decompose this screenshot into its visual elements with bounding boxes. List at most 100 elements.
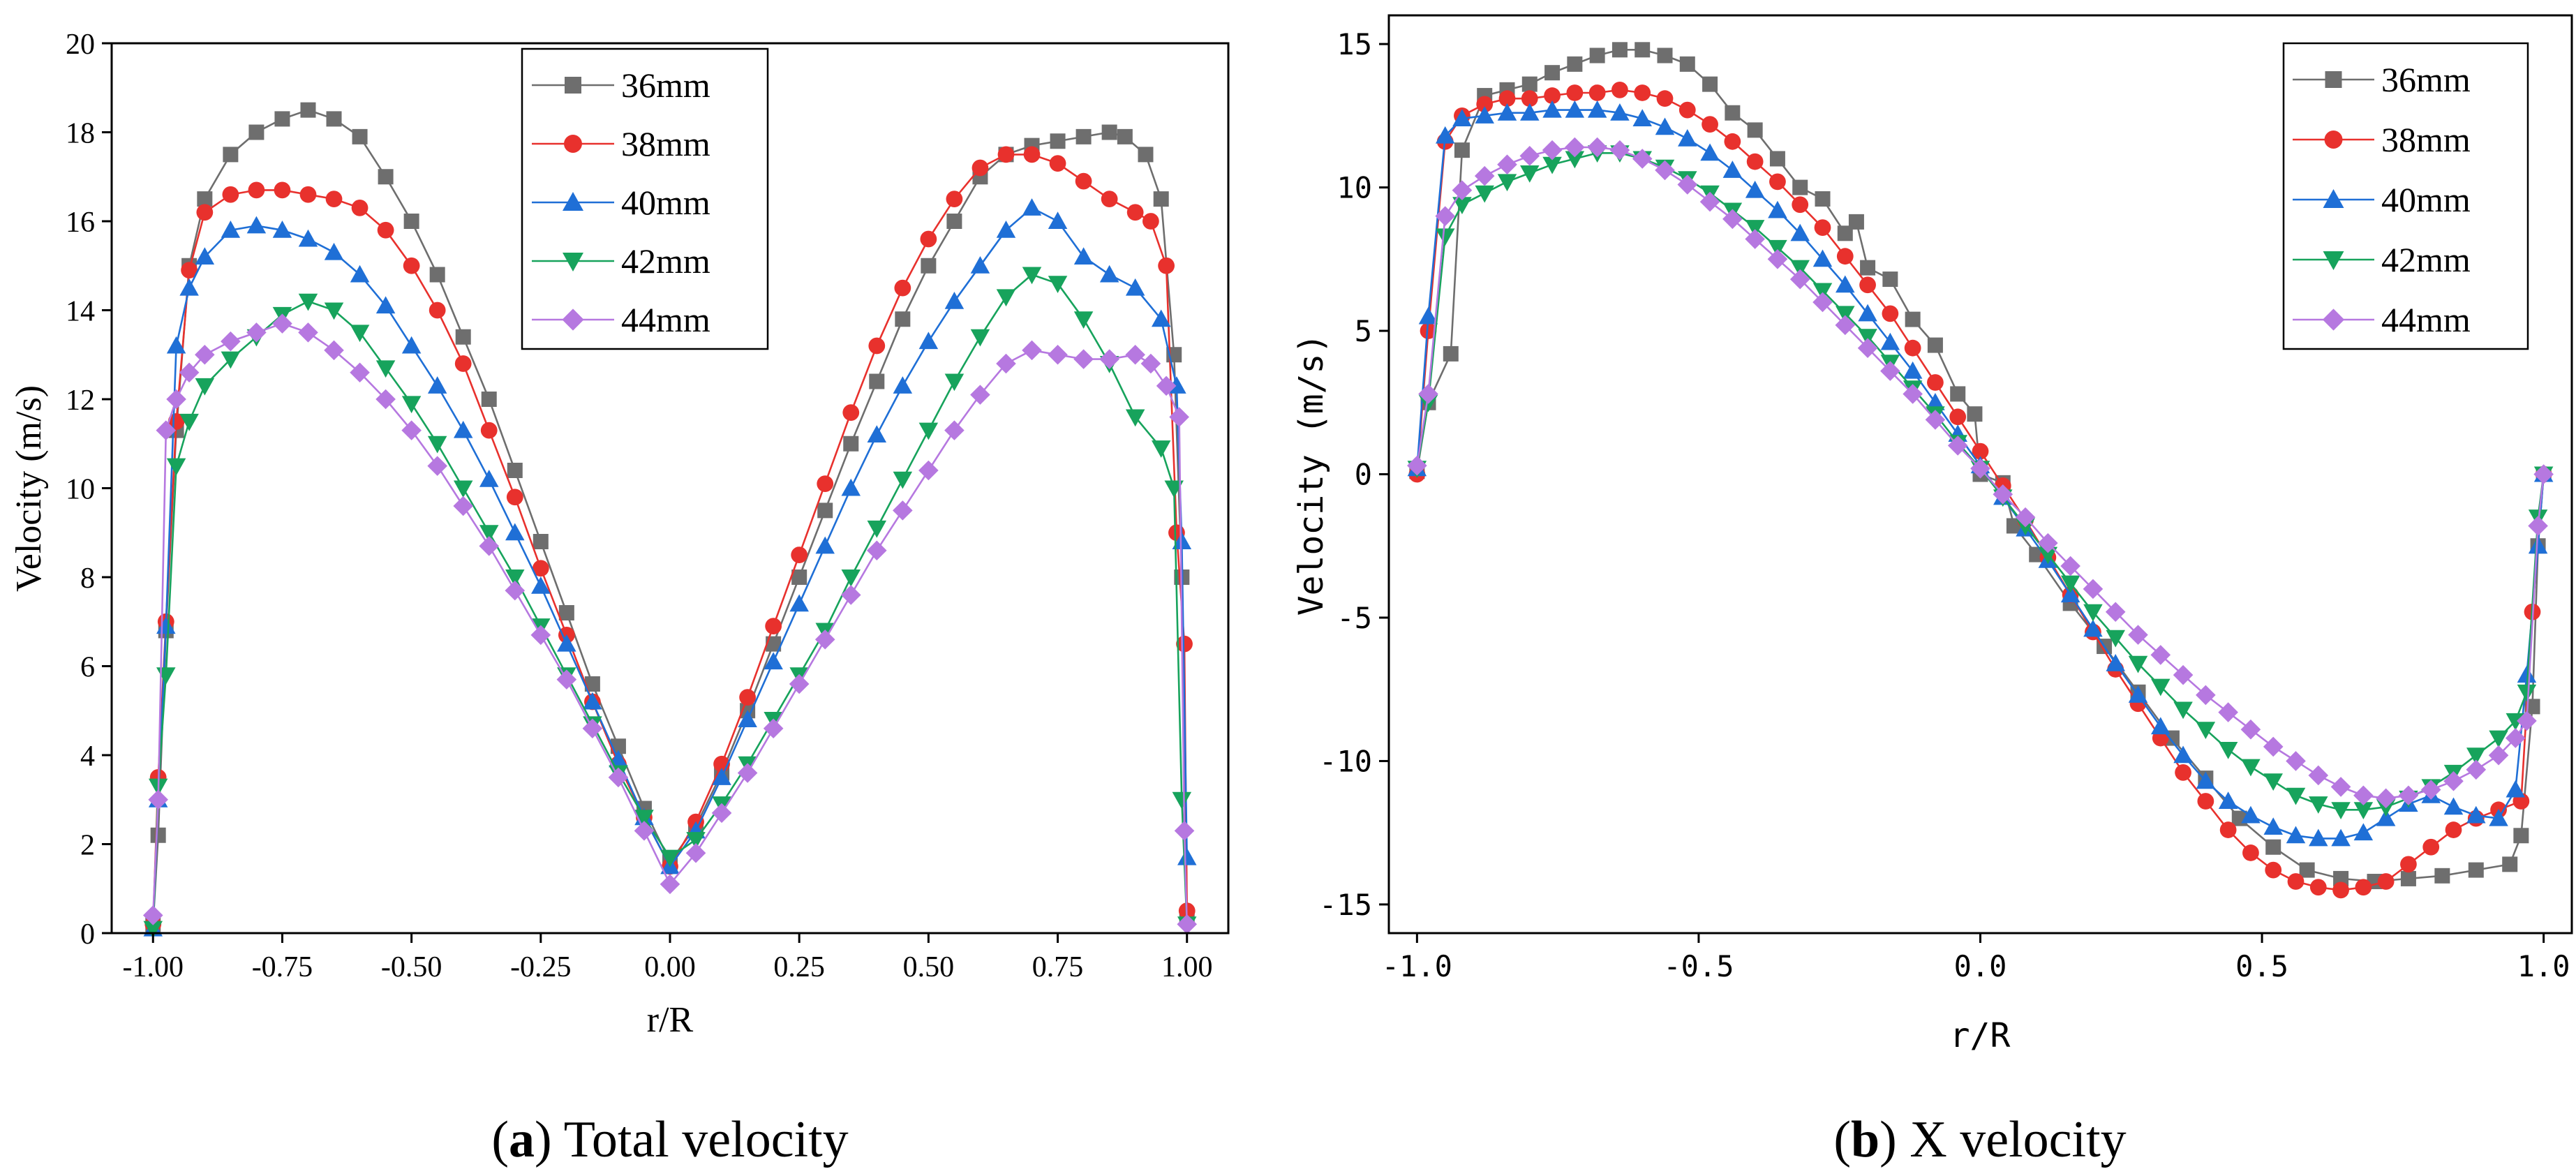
- chart-x-velocity: -1.0 -0.5 0.0 0.5 1.0 -15 -10 -5 0 5 10 15 r/R Velo…: [1292, 14, 2573, 1168]
- data-point: [584, 676, 600, 692]
- data-point: [1126, 204, 1144, 221]
- data-point: [1745, 220, 1765, 237]
- data-point: [427, 436, 447, 454]
- data-point: [2445, 821, 2462, 838]
- data-point: [1151, 309, 1171, 327]
- legend-marker: [562, 308, 584, 331]
- data-point: [2422, 838, 2440, 856]
- data-point: [401, 396, 422, 414]
- legend-label: 36mm: [2381, 60, 2471, 99]
- data-point: [533, 534, 549, 549]
- data-point: [2443, 771, 2464, 791]
- data-point: [608, 767, 629, 788]
- data-point: [351, 199, 368, 216]
- data-point: [1125, 278, 1145, 296]
- data-point: [1655, 117, 1675, 135]
- data-point: [2128, 625, 2148, 645]
- data-point: [1700, 143, 1720, 161]
- data-point: [1420, 322, 1437, 339]
- data-point: [2196, 685, 2216, 706]
- data-point: [765, 618, 782, 635]
- data-point: [867, 520, 887, 538]
- data-point: [324, 242, 344, 260]
- data-point: [1790, 260, 1810, 278]
- data-point: [2488, 745, 2509, 766]
- data-point: [971, 159, 989, 177]
- data-point: [843, 436, 859, 452]
- x-tick-label: 0.00: [644, 951, 696, 983]
- y-tick-label: -15: [1319, 888, 1372, 922]
- data-point: [506, 489, 523, 506]
- data-point: [1407, 455, 1427, 476]
- y-tick-label: 0: [1355, 458, 1372, 492]
- series-group: [142, 102, 1198, 939]
- data-point: [2287, 873, 2305, 890]
- data-point: [298, 322, 318, 343]
- data-point: [2308, 765, 2329, 786]
- data-point: [558, 605, 574, 620]
- data-point: [737, 763, 758, 783]
- data-point: [2443, 797, 2464, 815]
- data-point: [944, 373, 965, 392]
- data-point: [1790, 223, 1810, 241]
- data-point: [272, 313, 292, 334]
- legend-marker: [2323, 189, 2344, 208]
- data-point: [479, 525, 499, 542]
- x-tick-label: 0.50: [903, 951, 955, 983]
- data-point: [841, 478, 861, 496]
- data-point: [453, 420, 473, 438]
- data-point: [248, 124, 265, 140]
- data-point: [1678, 128, 1697, 147]
- data-point: [918, 332, 939, 350]
- legend-marker: [2324, 131, 2343, 149]
- y-tick-label: 4: [80, 740, 95, 773]
- data-point: [1497, 154, 1517, 174]
- data-point: [1022, 198, 1042, 216]
- data-point: [1950, 386, 1966, 402]
- data-point: [1099, 349, 1119, 369]
- data-point: [2242, 844, 2259, 861]
- legend-item-42mm: 42mm: [2293, 240, 2471, 279]
- series-line-42mm: [152, 274, 1188, 929]
- data-point: [401, 336, 422, 354]
- data-point: [1048, 344, 1068, 365]
- data-point: [1048, 276, 1068, 293]
- data-point: [2196, 722, 2216, 739]
- data-point: [2506, 780, 2526, 798]
- data-point: [1815, 191, 1831, 207]
- data-point: [791, 546, 808, 564]
- y-tick-label: 12: [66, 385, 95, 417]
- data-point: [427, 376, 447, 394]
- data-point: [918, 422, 939, 440]
- series-line-40mm: [152, 207, 1188, 929]
- data-point: [556, 669, 577, 690]
- data-point: [1747, 122, 1763, 138]
- data-point: [944, 292, 965, 309]
- data-point: [1142, 213, 1159, 230]
- data-point: [1812, 249, 1833, 267]
- axis-ticks: -1.0 -0.5 0.0 0.5 1.0 -15 -10 -5 0 5 10 15: [1319, 27, 2570, 983]
- data-point: [1544, 65, 1561, 81]
- legend-label: 40mm: [2381, 180, 2471, 219]
- legend-item-38mm: 38mm: [532, 124, 710, 163]
- data-point: [2286, 751, 2306, 771]
- data-point: [1635, 42, 1651, 58]
- data-point: [300, 102, 316, 118]
- data-point: [350, 362, 370, 383]
- data-point: [1138, 147, 1154, 163]
- data-point: [2332, 881, 2349, 899]
- data-point: [2083, 579, 2104, 600]
- data-point: [2038, 533, 2058, 553]
- data-point: [1745, 180, 1765, 198]
- data-point: [298, 229, 318, 247]
- data-point: [842, 404, 860, 422]
- data-point: [375, 389, 396, 410]
- data-point: [2377, 873, 2395, 890]
- data-point: [2241, 759, 2261, 777]
- data-point: [2241, 805, 2261, 824]
- data-point: [1435, 228, 1455, 246]
- data-point: [1812, 283, 1833, 301]
- data-point: [1169, 407, 1189, 427]
- data-point: [221, 351, 241, 369]
- data-point: [841, 570, 861, 587]
